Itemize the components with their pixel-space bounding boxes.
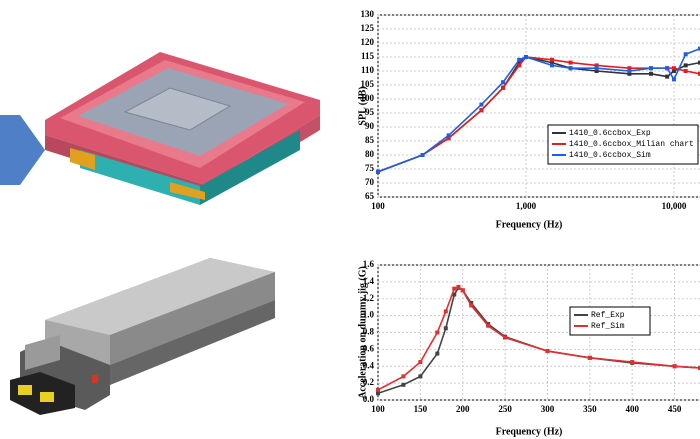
x-tick-label: 250 — [498, 404, 512, 414]
marker — [418, 360, 422, 364]
marker — [545, 349, 549, 353]
y-tick-label: 120 — [361, 37, 375, 47]
legend-label: Ref_Exp — [591, 311, 625, 320]
marker — [672, 77, 676, 81]
y-tick-label: 80 — [365, 149, 375, 159]
y-axis-label: SPL (dB) — [357, 86, 368, 125]
arrow — [0, 115, 45, 185]
marker — [469, 304, 473, 308]
x-tick-label: 200 — [456, 404, 470, 414]
x-tick-label: 1,000 — [516, 201, 537, 211]
marker — [665, 75, 669, 79]
y-tick-label: 125 — [361, 23, 375, 33]
marker — [452, 287, 456, 291]
y-tick-label: 115 — [361, 51, 375, 61]
y-tick-label: 85 — [365, 135, 375, 145]
y-tick-label: 130 — [361, 9, 375, 19]
marker — [569, 66, 573, 70]
x-axis-label: Frequency (Hz) — [496, 426, 563, 437]
marker — [684, 63, 688, 67]
marker — [684, 52, 688, 56]
marker — [435, 331, 439, 335]
marker — [649, 66, 653, 70]
x-tick-label: 100 — [371, 201, 385, 211]
marker — [501, 86, 505, 90]
marker — [550, 58, 554, 62]
marker — [486, 324, 490, 328]
marker — [672, 66, 676, 70]
marker — [457, 285, 461, 289]
marker — [503, 336, 507, 340]
marker — [649, 72, 653, 76]
marker — [627, 69, 631, 73]
marker — [421, 153, 425, 157]
x-tick-label: 400 — [625, 404, 639, 414]
marker — [501, 80, 505, 84]
marker — [401, 374, 405, 378]
marker — [595, 66, 599, 70]
marker — [517, 58, 521, 62]
marker — [444, 309, 448, 313]
x-tick-label: 350 — [583, 404, 597, 414]
y-tick-label: 110 — [361, 65, 375, 75]
slide: 657075808590951001051101151201251301001,… — [0, 0, 700, 439]
marker — [517, 63, 521, 67]
marker — [569, 61, 573, 65]
marker — [673, 364, 677, 368]
marker — [435, 352, 439, 356]
marker — [684, 69, 688, 73]
x-tick-label: 300 — [541, 404, 555, 414]
marker — [524, 55, 528, 59]
marker — [588, 356, 592, 360]
y-tick-label: 65 — [365, 191, 375, 201]
marker — [665, 66, 669, 70]
legend-label: 1410_0.6ccbox_Milian chart — [569, 140, 694, 149]
marker — [376, 170, 380, 174]
marker — [376, 388, 380, 392]
plot-area — [378, 15, 700, 197]
receiver-render — [10, 258, 275, 415]
legend-label: 1410_0.6ccbox_Sim — [569, 151, 651, 160]
x-tick-label: 10,000 — [662, 201, 687, 211]
y-tick-label: 75 — [365, 163, 375, 173]
y-tick-label: 70 — [365, 177, 375, 187]
marker — [550, 63, 554, 67]
x-axis-label: Frequency (Hz) — [496, 219, 563, 230]
x-tick-label: 450 — [668, 404, 682, 414]
marker — [444, 326, 448, 330]
marker — [418, 374, 422, 378]
marker — [630, 360, 634, 364]
x-tick-label: 100 — [371, 404, 385, 414]
speaker-render — [45, 52, 320, 205]
legend-label: Ref_Sim — [591, 322, 625, 331]
marker — [461, 288, 465, 292]
marker — [479, 108, 483, 112]
legend-label: 1410_0.6ccbox_Exp — [569, 129, 651, 138]
y-axis-label: Acceleration on dummy jig (G) — [357, 266, 368, 399]
marker — [447, 133, 451, 137]
marker — [401, 383, 405, 387]
x-tick-label: 150 — [414, 404, 428, 414]
marker — [479, 103, 483, 107]
